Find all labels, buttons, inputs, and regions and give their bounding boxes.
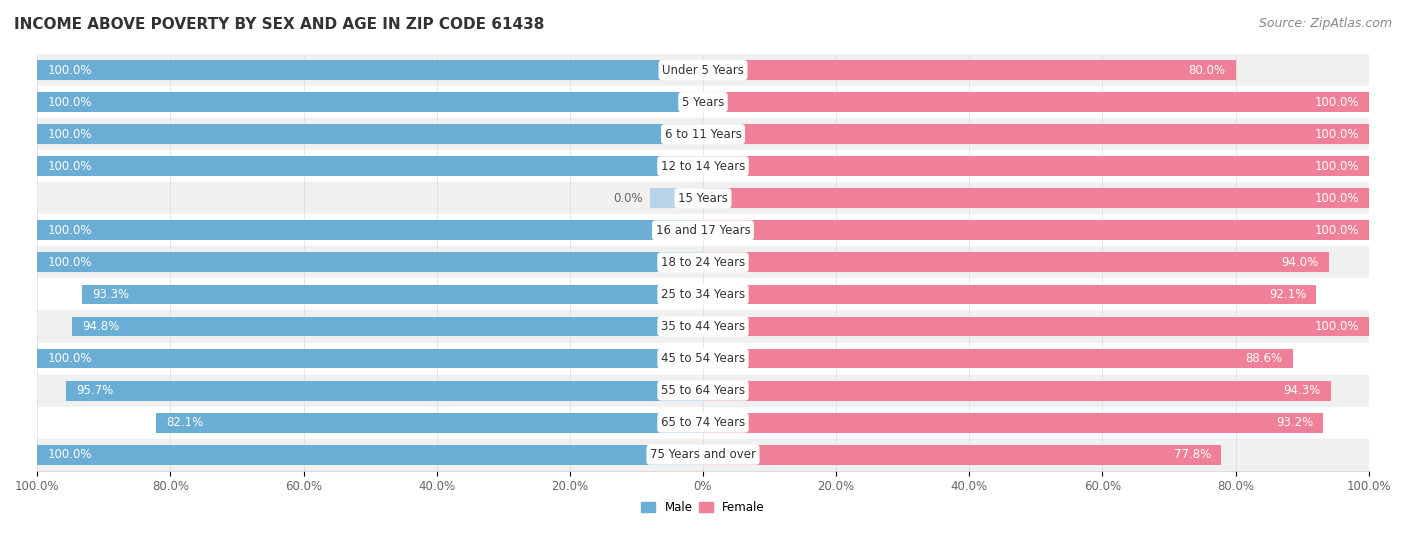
Text: Under 5 Years: Under 5 Years	[662, 64, 744, 76]
Bar	[703, 445, 1220, 465]
Bar	[37, 252, 703, 272]
Bar	[703, 252, 1329, 272]
Text: 100.0%: 100.0%	[48, 256, 91, 269]
Bar	[156, 413, 703, 432]
Bar	[82, 285, 703, 304]
Bar	[703, 349, 1294, 368]
Text: 88.6%: 88.6%	[1246, 352, 1282, 365]
Text: 16 and 17 Years: 16 and 17 Years	[655, 224, 751, 237]
Bar	[37, 310, 1369, 343]
Text: Source: ZipAtlas.com: Source: ZipAtlas.com	[1258, 17, 1392, 30]
Bar	[37, 156, 703, 176]
Bar	[37, 349, 703, 368]
Bar	[37, 220, 703, 240]
Text: 0.0%: 0.0%	[613, 192, 643, 205]
Text: 77.8%: 77.8%	[1174, 448, 1211, 461]
Bar	[703, 285, 1316, 304]
Text: 100.0%: 100.0%	[1315, 192, 1358, 205]
Text: 95.7%: 95.7%	[76, 384, 112, 397]
Bar	[703, 220, 1369, 240]
Bar	[703, 189, 1369, 208]
Bar	[650, 189, 703, 208]
Text: 93.3%: 93.3%	[91, 288, 129, 301]
Text: 100.0%: 100.0%	[48, 448, 91, 461]
Text: 100.0%: 100.0%	[1315, 320, 1358, 333]
Text: 82.1%: 82.1%	[166, 416, 204, 429]
Bar	[37, 247, 1369, 278]
Bar	[703, 92, 1369, 112]
Text: 65 to 74 Years: 65 to 74 Years	[661, 416, 745, 429]
Bar	[37, 86, 1369, 118]
Bar	[37, 278, 1369, 310]
Bar	[37, 150, 1369, 182]
Bar	[703, 124, 1369, 144]
Bar	[703, 316, 1369, 336]
Text: 92.1%: 92.1%	[1268, 288, 1306, 301]
Text: 75 Years and over: 75 Years and over	[650, 448, 756, 461]
Bar	[37, 407, 1369, 439]
Text: 55 to 64 Years: 55 to 64 Years	[661, 384, 745, 397]
Bar	[37, 445, 703, 465]
Bar	[37, 92, 703, 112]
Text: 15 Years: 15 Years	[678, 192, 728, 205]
Bar	[37, 118, 1369, 150]
Bar	[37, 60, 703, 80]
Text: 25 to 34 Years: 25 to 34 Years	[661, 288, 745, 301]
Text: 100.0%: 100.0%	[1315, 160, 1358, 173]
Bar	[703, 381, 1331, 401]
Bar	[37, 214, 1369, 247]
Text: 6 to 11 Years: 6 to 11 Years	[665, 128, 741, 141]
Text: 35 to 44 Years: 35 to 44 Years	[661, 320, 745, 333]
Text: INCOME ABOVE POVERTY BY SEX AND AGE IN ZIP CODE 61438: INCOME ABOVE POVERTY BY SEX AND AGE IN Z…	[14, 17, 544, 32]
Text: 80.0%: 80.0%	[1188, 64, 1226, 76]
Bar	[66, 381, 703, 401]
Text: 100.0%: 100.0%	[48, 95, 91, 109]
Text: 93.2%: 93.2%	[1277, 416, 1313, 429]
Bar	[72, 316, 703, 336]
Bar	[37, 54, 1369, 86]
Bar	[37, 124, 703, 144]
Text: 94.0%: 94.0%	[1281, 256, 1319, 269]
Text: 100.0%: 100.0%	[1315, 95, 1358, 109]
Text: 100.0%: 100.0%	[48, 224, 91, 237]
Text: 100.0%: 100.0%	[48, 128, 91, 141]
Legend: Male, Female: Male, Female	[637, 497, 769, 519]
Bar	[703, 156, 1369, 176]
Text: 100.0%: 100.0%	[48, 160, 91, 173]
Text: 5 Years: 5 Years	[682, 95, 724, 109]
Bar	[703, 60, 1236, 80]
Text: 45 to 54 Years: 45 to 54 Years	[661, 352, 745, 365]
Bar	[37, 374, 1369, 407]
Text: 100.0%: 100.0%	[48, 352, 91, 365]
Text: 12 to 14 Years: 12 to 14 Years	[661, 160, 745, 173]
Text: 100.0%: 100.0%	[1315, 224, 1358, 237]
Text: 18 to 24 Years: 18 to 24 Years	[661, 256, 745, 269]
Bar	[37, 182, 1369, 214]
Bar	[37, 343, 1369, 374]
Text: 94.8%: 94.8%	[82, 320, 120, 333]
Text: 100.0%: 100.0%	[1315, 128, 1358, 141]
Text: 94.3%: 94.3%	[1284, 384, 1320, 397]
Bar	[37, 439, 1369, 471]
Bar	[703, 413, 1323, 432]
Text: 100.0%: 100.0%	[48, 64, 91, 76]
